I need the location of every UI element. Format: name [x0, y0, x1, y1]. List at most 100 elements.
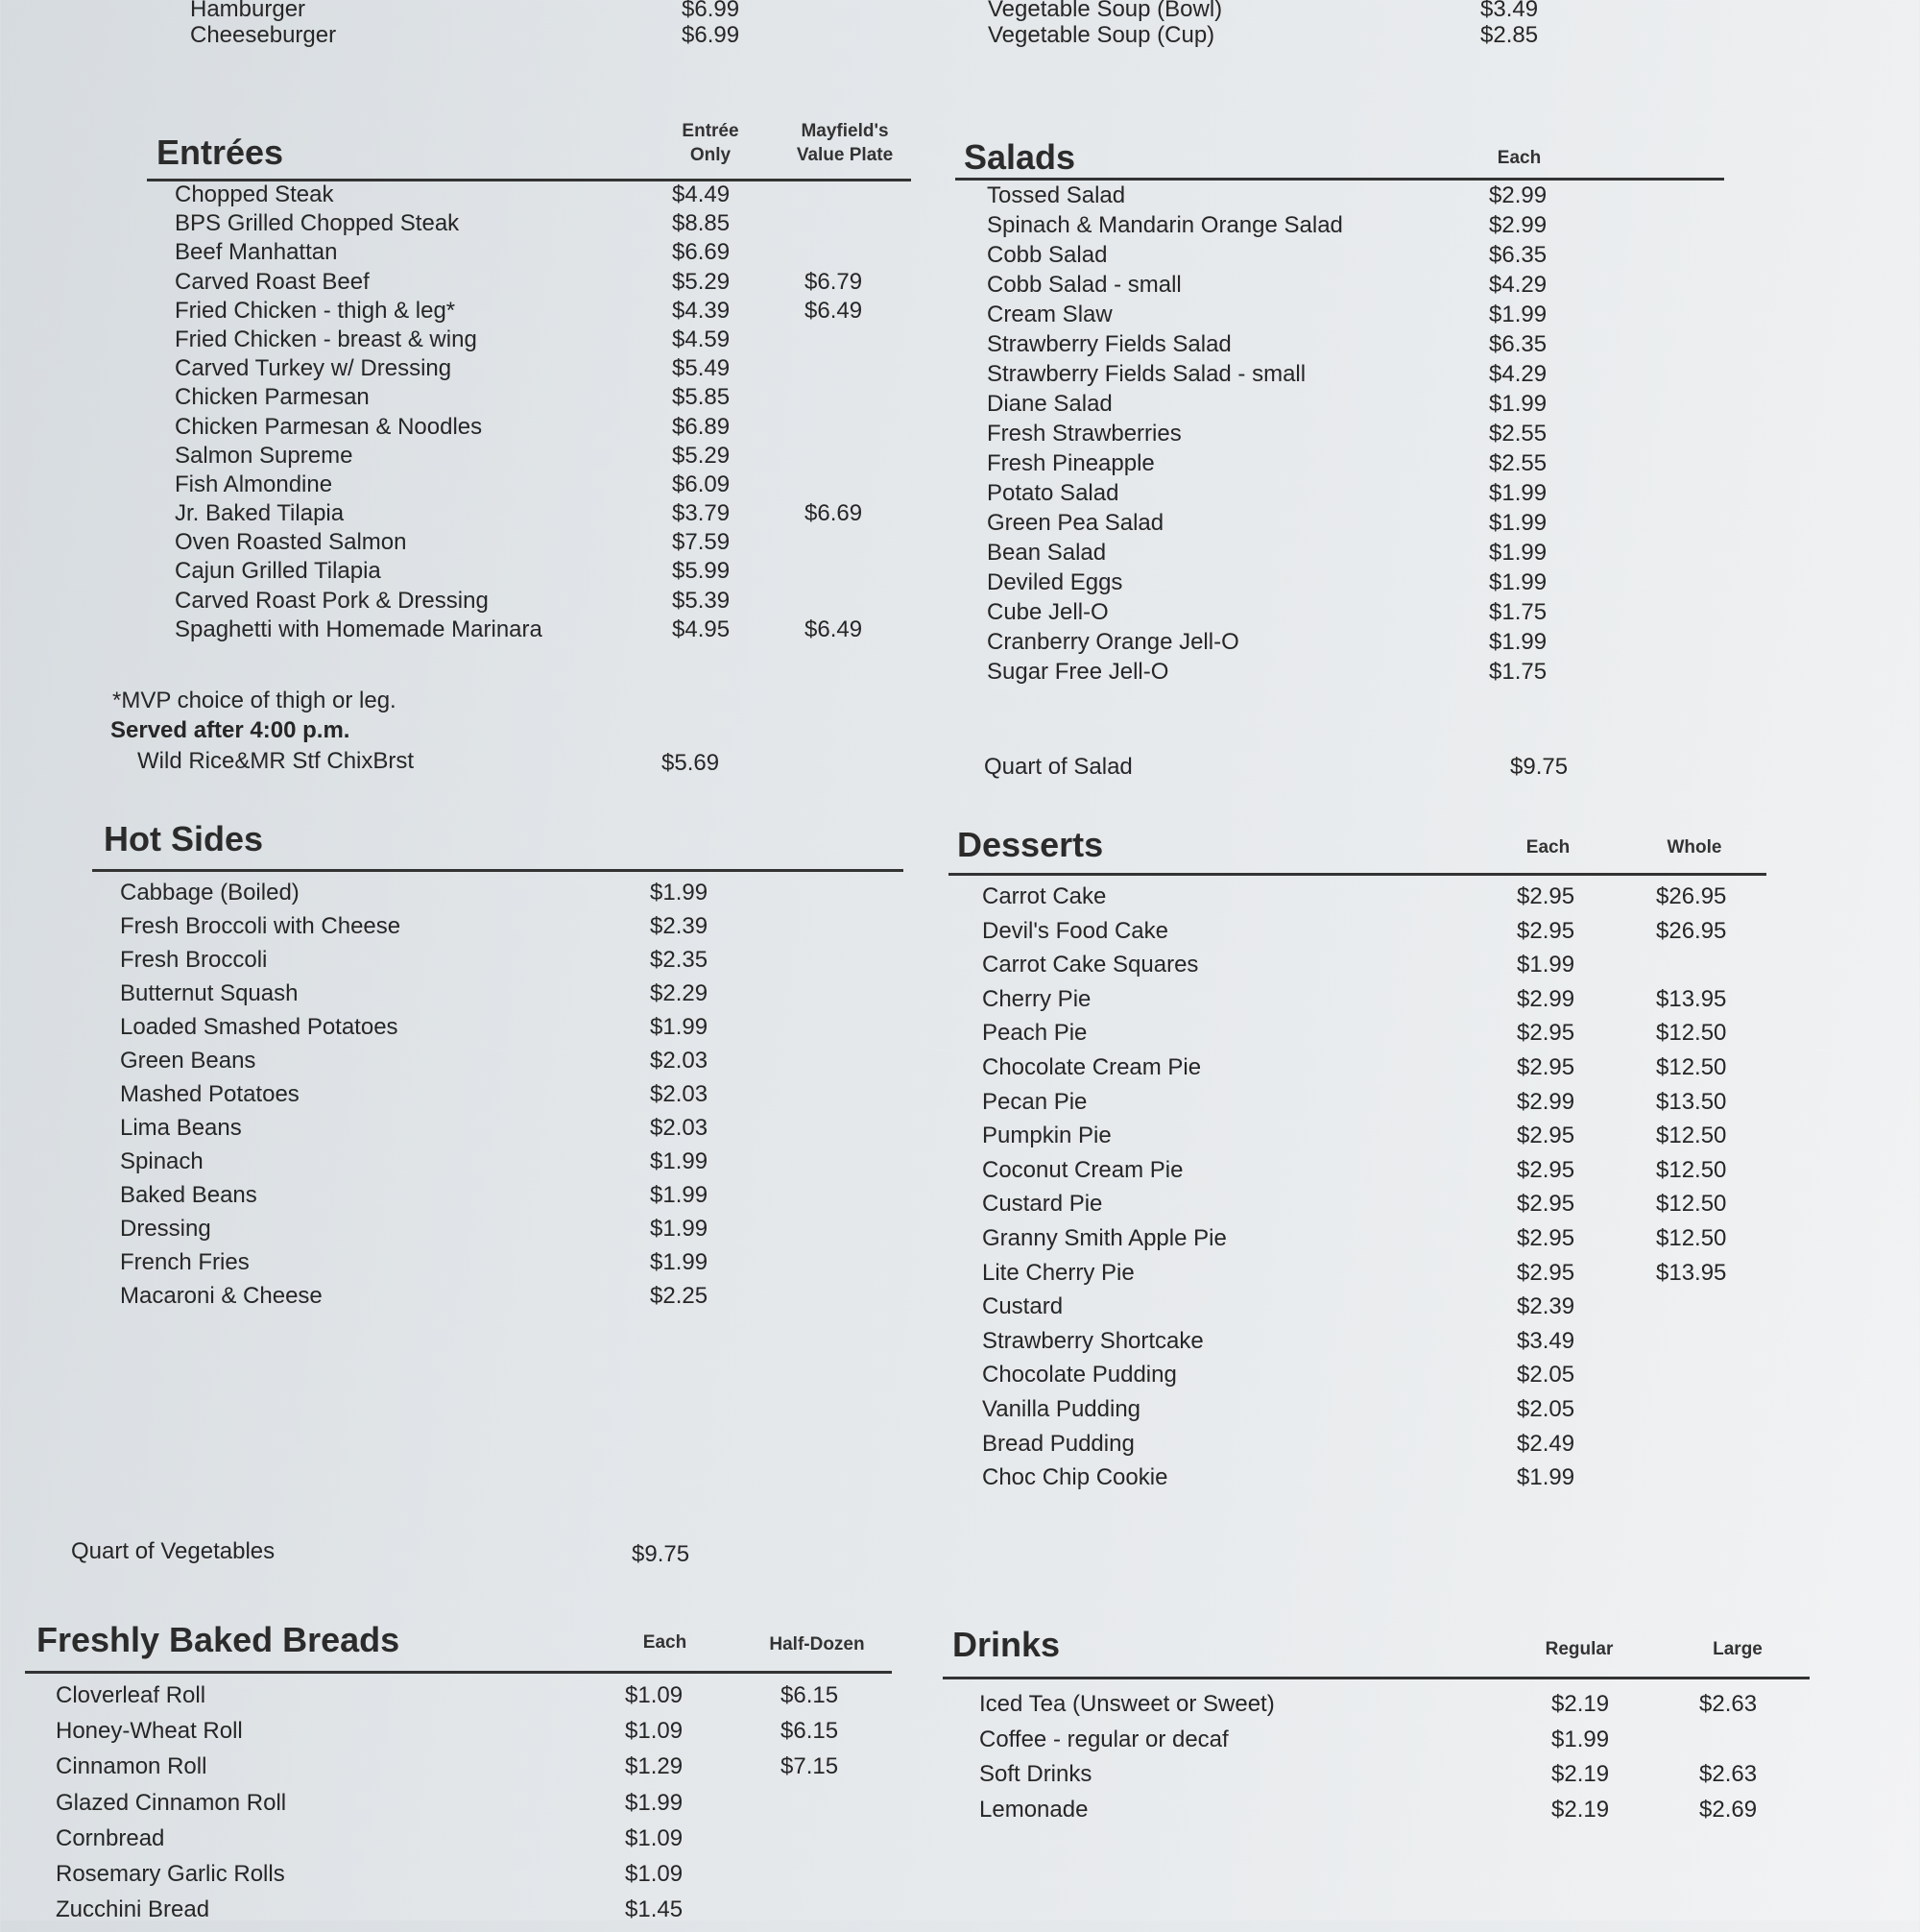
item-name: Custard [982, 1293, 1064, 1320]
item-whole: $12.50 [1656, 1020, 1727, 1047]
item-whole: $26.95 [1656, 917, 1727, 944]
item-name: Hamburger [190, 0, 306, 22]
item-price: $2.95 [1517, 1020, 1575, 1047]
item-name: Mashed Potatoes [120, 1081, 300, 1107]
item-half: $6.15 [780, 1718, 839, 1745]
entrees-title: Entrées [156, 133, 284, 172]
item-price: $2.95 [1517, 883, 1575, 909]
item-name: Custard Pie [982, 1191, 1103, 1218]
item-name: Cloverleaf Roll [56, 1682, 206, 1708]
item-plate: $6.49 [804, 297, 863, 324]
item-name: French Fries [120, 1249, 250, 1275]
item-price: $4.95 [672, 616, 731, 642]
item-price: $2.35 [650, 947, 708, 973]
vegetables-quart-name: Quart of Vegetables [71, 1538, 276, 1564]
breads-divider [25, 1671, 892, 1674]
item-name: Spaghetti with Homemade Marinara [175, 616, 542, 642]
item-price: $1.99 [1551, 1726, 1610, 1752]
item-price: $2.85 [1480, 22, 1539, 48]
item-price: $2.19 [1551, 1761, 1610, 1788]
item-name: Spinach [120, 1148, 204, 1174]
item-name: Fried Chicken - thigh & leg* [175, 297, 456, 324]
item-name: Sugar Free Jell-O [987, 659, 1169, 685]
item-name: Iced Tea (Unsweet or Sweet) [979, 1691, 1275, 1717]
item-price: $7.59 [672, 529, 731, 556]
item-price: $2.95 [1517, 1259, 1575, 1286]
item-price: $1.99 [1517, 1464, 1575, 1491]
item-price: $1.09 [625, 1824, 684, 1851]
item-price: $1.75 [1489, 599, 1548, 625]
item-name: Fresh Broccoli [120, 947, 268, 973]
item-name: Coconut Cream Pie [982, 1156, 1184, 1183]
item-price: $1.99 [650, 1182, 708, 1208]
item-name: Coffee - regular or decaf [979, 1726, 1229, 1752]
item-price: $2.99 [1489, 182, 1548, 208]
item-half: $7.15 [780, 1753, 839, 1780]
salads-col-each: Each [1497, 148, 1542, 168]
item-large: $2.63 [1699, 1691, 1758, 1717]
item-name: Bean Salad [987, 540, 1107, 566]
item-price: $2.39 [1517, 1293, 1575, 1320]
evening-item-price: $5.69 [661, 750, 720, 776]
item-price: $1.99 [1489, 540, 1548, 566]
item-price: $4.59 [672, 326, 731, 352]
item-name: Carrot Cake Squares [982, 952, 1199, 978]
item-name: Potato Salad [987, 480, 1119, 506]
item-price: $1.29 [625, 1753, 684, 1780]
item-name: Cabbage (Boiled) [120, 880, 300, 906]
item-name: Chocolate Pudding [982, 1362, 1177, 1389]
item-name: Devil's Food Cake [982, 917, 1168, 944]
item-name: Lemonade [979, 1796, 1089, 1823]
item-name: Beef Manhattan [175, 239, 338, 266]
item-name: Deviled Eggs [987, 569, 1123, 595]
item-price: $2.49 [1517, 1430, 1575, 1457]
item-name: Granny Smith Apple Pie [982, 1224, 1227, 1251]
item-price: $1.75 [1489, 659, 1548, 685]
item-name: Cheeseburger [190, 22, 337, 48]
breads-title: Freshly Baked Breads [36, 1620, 400, 1659]
item-name: Butternut Squash [120, 980, 299, 1006]
item-price: $6.89 [672, 413, 731, 440]
entrees-footnote: *MVP choice of thigh or leg. [112, 688, 396, 713]
item-price: $2.99 [1517, 1088, 1575, 1115]
entrees-col-value-plate: Mayfield's Value Plate [796, 121, 894, 165]
item-price: $4.29 [1489, 272, 1548, 298]
item-price: $2.55 [1489, 450, 1548, 476]
item-price: $1.99 [1489, 302, 1548, 327]
item-name: Vegetable Soup (Cup) [988, 22, 1215, 48]
item-name: Cobb Salad - small [987, 272, 1182, 298]
item-name: Strawberry Shortcake [982, 1327, 1204, 1354]
item-name: Cornbread [56, 1824, 165, 1851]
item-half: $6.15 [780, 1682, 839, 1708]
item-name: Cherry Pie [982, 985, 1092, 1012]
item-name: Cube Jell-O [987, 599, 1109, 625]
item-name: Jr. Baked Tilapia [175, 500, 345, 527]
salads-quart-name: Quart of Salad [984, 754, 1133, 780]
item-name: Carrot Cake [982, 883, 1107, 909]
item-price: $6.99 [682, 22, 740, 48]
item-name: Carved Roast Pork & Dressing [175, 587, 489, 614]
item-whole: $13.50 [1656, 1088, 1727, 1115]
item-name: Lima Beans [120, 1115, 242, 1141]
entrees-divider [147, 179, 911, 181]
item-name: Choc Chip Cookie [982, 1464, 1168, 1491]
item-name: Chopped Steak [175, 181, 334, 207]
item-name: Honey-Wheat Roll [56, 1718, 243, 1745]
item-price: $1.99 [650, 880, 708, 906]
item-price: $6.09 [672, 471, 731, 497]
item-price: $8.85 [672, 210, 731, 237]
item-name: Cobb Salad [987, 242, 1108, 268]
item-name: Vegetable Soup (Bowl) [988, 0, 1223, 22]
item-price: $1.99 [625, 1789, 684, 1816]
item-price: $1.99 [1489, 480, 1548, 506]
drinks-title: Drinks [952, 1625, 1061, 1664]
item-name: Tossed Salad [987, 182, 1126, 208]
item-price: $1.99 [1489, 629, 1548, 655]
item-price: $1.99 [1489, 391, 1548, 417]
item-price: $6.35 [1489, 242, 1548, 268]
item-plate: $6.79 [804, 268, 863, 295]
breads-col-half-dozen: Half-Dozen [769, 1634, 865, 1654]
item-price: $3.49 [1480, 0, 1539, 22]
item-price: $2.99 [1489, 212, 1548, 238]
item-name: Chicken Parmesan [175, 384, 370, 411]
